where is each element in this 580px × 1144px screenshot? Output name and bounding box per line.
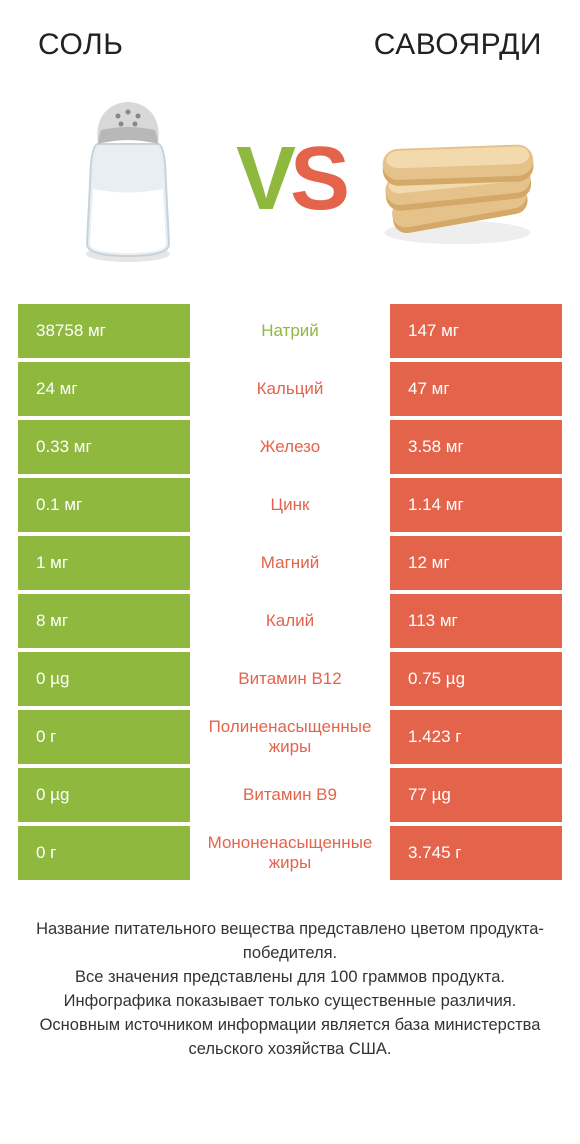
right-value-cell: 3.745 г [390,826,562,880]
nutrient-label: Калий [190,594,390,648]
images-row: VS [0,74,580,304]
table-row: 0 µgВитамин B120.75 µg [18,652,562,706]
table-row: 0 µgВитамин B977 µg [18,768,562,822]
footer-line: Название питательного вещества представл… [28,918,552,966]
nutrient-label: Цинк [190,478,390,532]
nutrient-label: Железо [190,420,390,474]
table-row: 0.33 мгЖелезо3.58 мг [18,420,562,474]
comparison-table: 38758 мгНатрий147 мг24 мгКальций47 мг0.3… [0,304,580,880]
footer-notes: Название питательного вещества представл… [0,884,580,1062]
right-value-cell: 3.58 мг [390,420,562,474]
right-value-cell: 147 мг [390,304,562,358]
table-row: 38758 мгНатрий147 мг [18,304,562,358]
vs-label: VS [236,134,344,224]
left-value-cell: 0 г [18,826,190,880]
table-row: 0 гПолиненасыщенные жиры1.423 г [18,710,562,764]
left-value-cell: 0 µg [18,768,190,822]
nutrient-label: Витамин B12 [190,652,390,706]
nutrient-label: Витамин B9 [190,768,390,822]
footer-line: Все значения представлены для 100 граммо… [28,966,552,990]
right-value-cell: 47 мг [390,362,562,416]
nutrient-label: Кальций [190,362,390,416]
right-value-cell: 77 µg [390,768,562,822]
right-value-cell: 0.75 µg [390,652,562,706]
right-value-cell: 1.14 мг [390,478,562,532]
header: СОЛЬ САВОЯРДИ [0,0,580,74]
vs-v: V [236,129,290,229]
left-value-cell: 1 мг [18,536,190,590]
nutrient-label: Полиненасыщенные жиры [190,710,390,764]
table-row: 0 гМононенасыщенные жиры3.745 г [18,826,562,880]
left-value-cell: 0 µg [18,652,190,706]
right-value-cell: 1.423 г [390,710,562,764]
left-value-cell: 0.33 мг [18,420,190,474]
table-row: 24 мгКальций47 мг [18,362,562,416]
left-value-cell: 24 мг [18,362,190,416]
ladyfingers-icon [365,92,540,267]
table-row: 1 мгМагний12 мг [18,536,562,590]
table-row: 0.1 мгЦинк1.14 мг [18,478,562,532]
right-product-title: САВОЯРДИ [374,28,542,62]
table-row: 8 мгКалий113 мг [18,594,562,648]
footer-line: Инфографика показывает только существенн… [28,990,552,1014]
left-value-cell: 38758 мг [18,304,190,358]
vs-s: S [290,129,344,229]
left-product-title: СОЛЬ [38,28,123,62]
footer-line: Основным источником информации является … [28,1014,552,1062]
right-value-cell: 12 мг [390,536,562,590]
nutrient-label: Мононенасыщенные жиры [190,826,390,880]
salt-shaker-icon [40,92,215,267]
left-value-cell: 8 мг [18,594,190,648]
right-value-cell: 113 мг [390,594,562,648]
nutrient-label: Магний [190,536,390,590]
left-value-cell: 0.1 мг [18,478,190,532]
left-value-cell: 0 г [18,710,190,764]
nutrient-label: Натрий [190,304,390,358]
